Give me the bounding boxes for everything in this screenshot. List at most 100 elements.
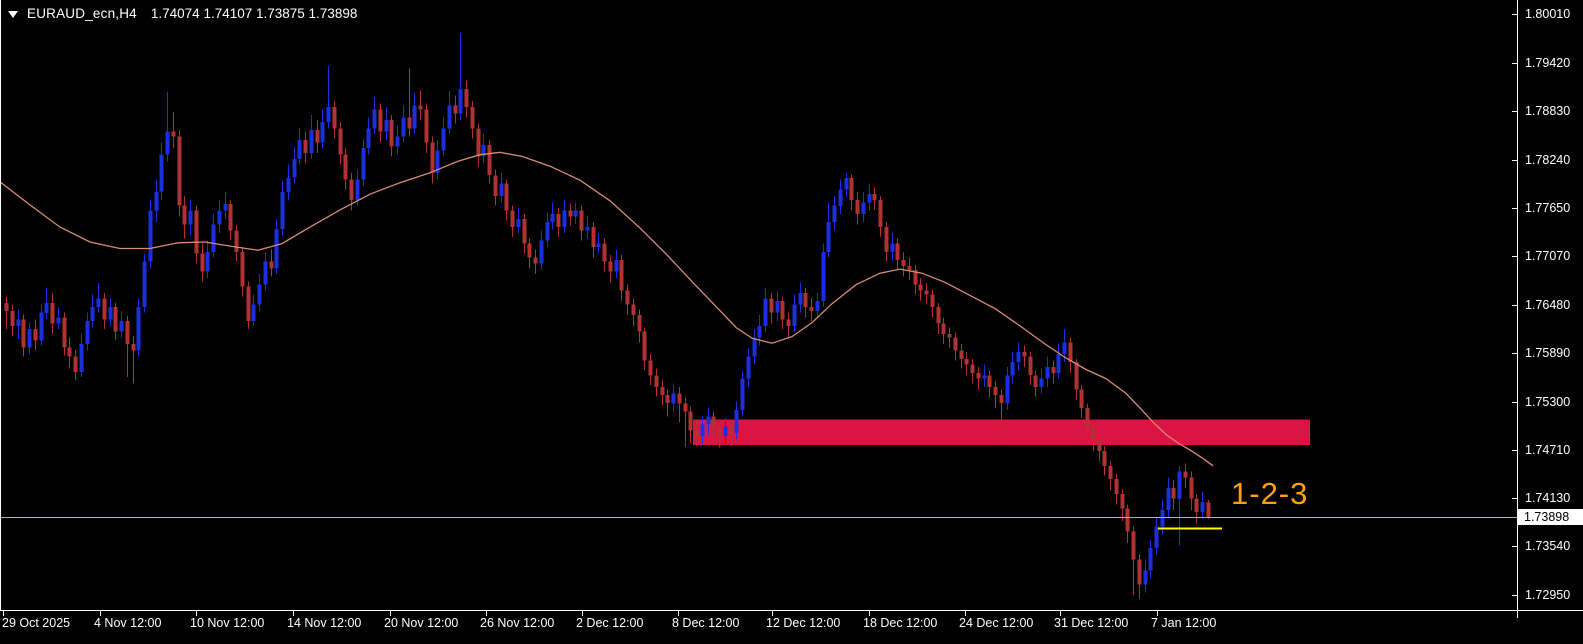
candle-body [792,304,797,326]
candle-body [614,260,619,272]
candle-body [1010,362,1015,376]
candle-body [499,183,504,196]
candle-body [947,334,952,338]
candle-body [355,179,360,200]
candle-body [757,325,762,338]
candle-body [332,107,337,129]
candle-body [642,331,647,361]
candle-body [608,261,613,272]
candle-body [1125,508,1130,532]
moving-average-line[interactable] [0,151,1214,467]
candle-body [361,148,366,180]
candle-body [228,204,233,231]
candle-body [33,329,38,341]
candle-body [493,175,498,196]
candle-body [424,109,429,143]
candle-body [1033,375,1038,387]
candle-body [343,154,348,180]
candle-body [895,243,900,261]
candle-body [487,144,492,176]
candle-body [930,294,935,307]
candle-body [573,210,578,217]
candle-body [723,426,728,437]
candle-body [562,210,567,228]
candle-body [79,344,84,372]
candle-body [510,210,515,228]
candle-body [67,347,72,357]
candle-body [21,319,26,348]
candle-body [993,386,998,395]
candle-body [1189,477,1194,499]
candle-body [591,227,596,247]
candle-body [412,105,417,129]
candle-body [372,109,377,129]
candle-body [435,150,440,173]
candle-body [867,194,872,203]
candle-body [907,265,912,270]
candle-body [470,107,475,129]
candle-body [769,298,774,313]
chart-dropdown-icon[interactable] [8,11,18,18]
candle-body [234,230,239,252]
candle-body [205,251,210,272]
candle-body [131,344,136,351]
candle-body [407,117,412,129]
candle-body [970,364,975,373]
candle-body [648,360,653,376]
candle-body [717,427,722,437]
candle-body [1091,427,1096,442]
candle-body [269,261,274,269]
candle-body [1154,526,1159,549]
candle-body [200,253,205,272]
candle-body [303,139,308,154]
candle-body [1183,471,1188,478]
candle-body [982,375,987,379]
candle-body [579,210,584,231]
candle-body [987,375,992,387]
candle-body [16,319,21,326]
candle-body [119,321,124,332]
candle-body [1143,570,1148,585]
candle-body [1085,408,1090,428]
candle-body [326,107,331,122]
candle-body [458,88,463,114]
candle-body [688,411,693,431]
candle-body [217,210,222,225]
candle-body [108,307,113,320]
candle-body [50,302,55,324]
candle-body [309,130,314,153]
candle-body [533,257,538,264]
candle-body [884,227,889,252]
candle-body [4,302,9,312]
candle-body [941,323,946,335]
candle-body [545,222,550,241]
candle-body [516,218,521,228]
candle-body [953,337,958,351]
candle-body [165,131,170,155]
candle-body [780,301,785,320]
candle-body [125,321,130,344]
candle-body [447,105,452,129]
candle-body [1079,389,1084,409]
candle-body [1097,441,1102,451]
candle-body [556,214,561,228]
candle-body [315,130,320,143]
candle-body [890,243,895,252]
candle-body [136,307,141,351]
candle-body [763,298,768,326]
candle-body [85,321,90,344]
candle-body [740,378,745,410]
candle-body [366,128,371,149]
candle-body [665,395,670,404]
candle-body [504,183,509,211]
candle-body [959,350,964,359]
candle-body [752,337,757,357]
candle-body [62,317,67,348]
candle-body [1039,378,1044,387]
candle-body [464,88,469,107]
candle-body [1160,510,1165,527]
candle-body [194,210,199,254]
candle-body [924,290,929,295]
